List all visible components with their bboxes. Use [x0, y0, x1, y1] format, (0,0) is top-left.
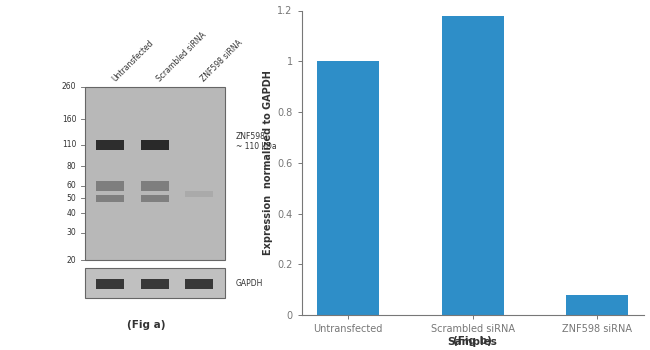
- X-axis label: Samples: Samples: [448, 337, 497, 347]
- Text: 30: 30: [67, 228, 77, 237]
- Text: GAPDH: GAPDH: [236, 279, 263, 288]
- Text: Untransfected: Untransfected: [110, 39, 155, 84]
- Text: (Fig a): (Fig a): [127, 320, 166, 330]
- Bar: [185, 191, 213, 197]
- Text: 60: 60: [67, 181, 77, 190]
- Text: 50: 50: [67, 194, 77, 203]
- Text: 160: 160: [62, 115, 77, 124]
- Bar: [84, 268, 225, 298]
- Y-axis label: Expression  normalized to GAPDH: Expression normalized to GAPDH: [263, 70, 273, 255]
- Bar: [96, 181, 124, 191]
- Text: 20: 20: [67, 256, 77, 265]
- Text: 110: 110: [62, 140, 77, 149]
- Text: 80: 80: [67, 162, 77, 171]
- Text: ZNF598
~ 110 kDa: ZNF598 ~ 110 kDa: [236, 132, 276, 152]
- Text: ZNF598 siRNA: ZNF598 siRNA: [200, 38, 244, 84]
- Text: 40: 40: [67, 209, 77, 218]
- Bar: [317, 61, 380, 315]
- Text: Scrambled siRNA: Scrambled siRNA: [155, 31, 207, 84]
- Bar: [141, 140, 169, 150]
- Bar: [441, 15, 504, 315]
- Bar: [566, 295, 628, 315]
- Bar: [96, 195, 124, 202]
- Bar: [96, 279, 124, 288]
- Text: 260: 260: [62, 82, 77, 91]
- Bar: [96, 140, 124, 150]
- Bar: [185, 279, 213, 288]
- Bar: [141, 279, 169, 288]
- Bar: [141, 195, 169, 202]
- Bar: [84, 87, 225, 260]
- Text: (Fig b): (Fig b): [453, 336, 492, 346]
- Bar: [141, 181, 169, 191]
